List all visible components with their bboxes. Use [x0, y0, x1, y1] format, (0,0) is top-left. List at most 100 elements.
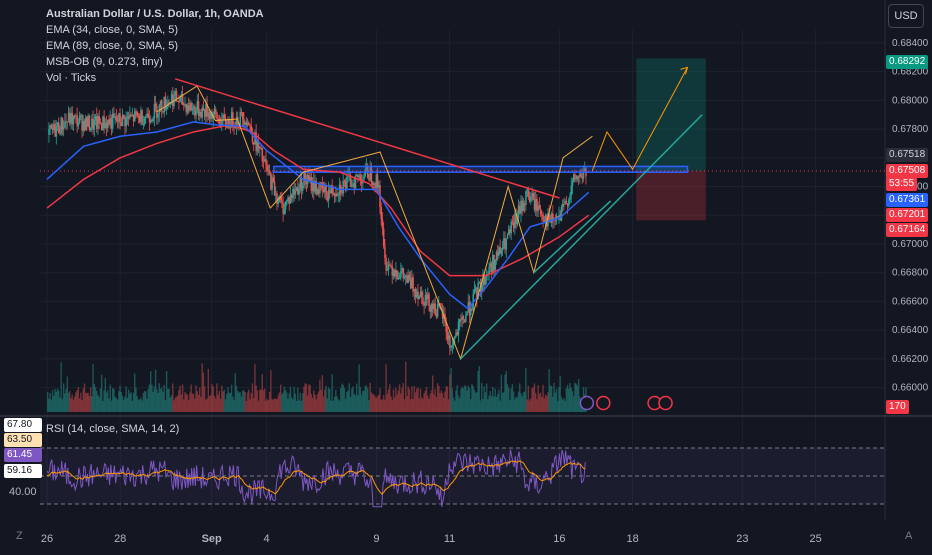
candle-body: [520, 200, 522, 214]
candle-body: [369, 166, 371, 181]
volume-bar: [143, 391, 146, 412]
candle-body: [344, 181, 347, 189]
volume-bar: [180, 394, 183, 412]
candle-body: [96, 116, 98, 129]
candle-body: [270, 173, 272, 190]
volume-bar: [359, 387, 362, 412]
volume-bar: [134, 373, 136, 412]
indicator-ema34[interactable]: EMA (34, close, 0, SMA, 5): [46, 24, 179, 36]
volume-bar: [357, 395, 359, 412]
candle-body: [498, 247, 500, 256]
volume-bar: [70, 398, 72, 412]
candle-body: [118, 113, 120, 122]
rsi-legend[interactable]: RSI (14, close, SMA, 14, 2): [46, 423, 180, 435]
volume-bar: [246, 392, 249, 412]
candle-body: [420, 291, 423, 297]
volume-bar: [514, 399, 516, 412]
volume-bar: [438, 385, 440, 412]
volume-bar: [445, 386, 447, 412]
candle-body: [50, 125, 53, 129]
rsi-line: [46, 449, 586, 508]
candle-body: [104, 122, 107, 129]
volume-bar: [136, 396, 138, 412]
candle-body: [119, 113, 121, 124]
volume-bar: [239, 392, 241, 412]
volume-bar: [305, 383, 308, 412]
target-price-tag: 0.68292: [886, 55, 929, 69]
volume-bar: [118, 391, 120, 412]
candle-body: [428, 293, 430, 307]
y-tick-label: 0.66000: [892, 383, 929, 394]
candle-body: [521, 200, 524, 212]
candle-body: [425, 294, 428, 300]
candle-body: [61, 117, 64, 130]
volume-bar: [457, 395, 460, 412]
candle-body: [478, 282, 481, 284]
symbol-title[interactable]: Australian Dollar / U.S. Dollar, 1h, OAN…: [46, 8, 264, 20]
indicator-volume[interactable]: Vol · Ticks: [46, 72, 97, 84]
volume-bar: [338, 400, 341, 412]
candle-body: [510, 221, 512, 234]
candle-body: [523, 203, 526, 205]
volume-bar: [378, 394, 380, 412]
volume-bar: [311, 397, 314, 412]
candle-body: [395, 270, 397, 277]
candle-body: [110, 118, 113, 129]
candle-body: [234, 127, 237, 129]
volume-bar: [103, 390, 105, 412]
candle-body: [246, 122, 249, 125]
volume-bar: [195, 385, 197, 412]
candle-body: [175, 91, 178, 102]
volume-bar: [500, 374, 503, 412]
volume-bar: [450, 367, 452, 412]
timezone-icon[interactable]: Z: [16, 530, 23, 542]
indicator-ema89[interactable]: EMA (89, close, 0, SMA, 5): [46, 40, 179, 52]
candle-body: [493, 254, 495, 271]
volume-bar: [282, 392, 284, 412]
volume-bar: [343, 388, 346, 412]
candle-body: [178, 101, 180, 103]
candle-body: [49, 125, 51, 129]
candle-body: [316, 189, 319, 195]
volume-bar: [554, 392, 557, 412]
indicator-msb-ob[interactable]: MSB-OB (9, 0.273, tiny): [46, 56, 163, 68]
candle-body: [149, 120, 152, 123]
volume-bar: [275, 398, 277, 412]
volume-bar: [127, 389, 130, 412]
volume-bar: [76, 389, 78, 412]
volume-bar: [56, 388, 59, 412]
candle-body: [398, 277, 401, 279]
currency-button[interactable]: USD: [888, 4, 924, 28]
volume-bar: [539, 392, 542, 412]
volume-bar: [216, 383, 218, 412]
candle-body: [380, 207, 382, 220]
candle-body: [80, 115, 82, 117]
volume-bar: [574, 382, 576, 412]
rsi-ma-line: [46, 460, 586, 495]
candle-body: [489, 263, 492, 267]
volume-bar: [292, 399, 294, 412]
auto-scale-icon[interactable]: A: [905, 530, 913, 542]
volume-bar: [444, 391, 446, 412]
candle-body: [511, 221, 514, 223]
candle-body: [504, 238, 506, 250]
candle-body: [569, 195, 571, 200]
candle-body: [409, 279, 412, 288]
volume-bar: [484, 392, 487, 412]
volume-bar: [319, 379, 321, 412]
candle-body: [561, 203, 564, 207]
volume-bar: [353, 393, 355, 412]
candle-body: [390, 265, 392, 267]
volume-bar: [100, 374, 103, 412]
candle-body: [342, 180, 344, 194]
volume-bar: [405, 361, 407, 412]
candle-body: [557, 216, 559, 218]
volume-bar: [560, 396, 563, 412]
volume-bar: [449, 374, 451, 412]
candle-body: [134, 111, 136, 122]
candle-body: [419, 291, 422, 297]
volume-bar: [349, 396, 352, 412]
volume-bar: [374, 396, 376, 412]
